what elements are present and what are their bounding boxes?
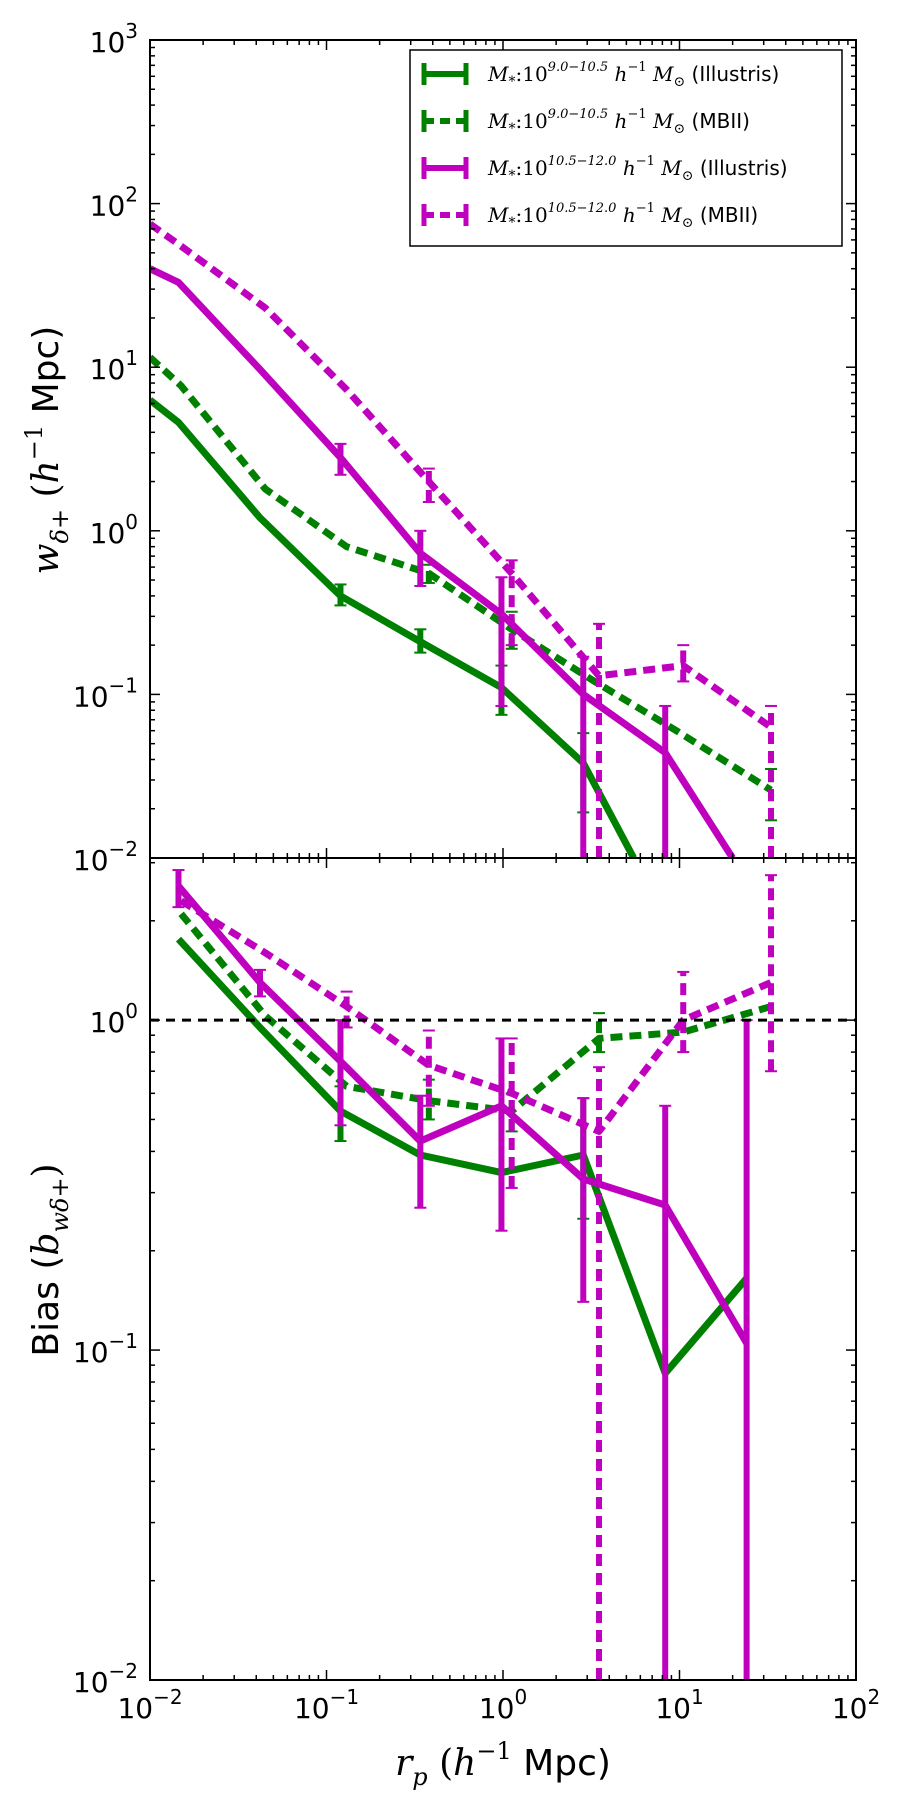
xtick-label: 10−1 (294, 1685, 359, 1725)
bottom-series-3-line (179, 897, 773, 1135)
top-ytick-label: 102 (90, 183, 138, 223)
top-series-3-line (150, 221, 774, 731)
top-series-2 (150, 265, 736, 858)
top-series-1-line (150, 354, 773, 794)
bottom-series-0-line (175, 936, 750, 1377)
xtick-label: 10−2 (117, 1685, 182, 1725)
bottom-panel (150, 869, 856, 1680)
legend-label: M*:1010.5−12.0 h−1 M⊙ (Illustris) (487, 154, 788, 184)
top-ytick-label: 10−1 (73, 673, 138, 713)
xtick-label: 100 (479, 1685, 527, 1725)
x-axis-title: rp (h−1 Mpc) (395, 1737, 611, 1791)
top-series-0-line (150, 397, 637, 858)
top-series-2-line (150, 265, 736, 858)
bottom-ytick-label: 10−2 (73, 1659, 138, 1699)
top-ytick-label: 100 (90, 510, 138, 550)
bottom-series-3 (179, 874, 778, 1680)
top-ytick-label: 10−2 (73, 837, 138, 877)
legend-entry: M*:109.0−10.5 h−1 M⊙ (Illustris) (421, 60, 779, 90)
bottom-series-2 (172, 869, 753, 1680)
legend-entry: M*:1010.5−12.0 h−1 M⊙ (MBII) (421, 201, 758, 231)
top-ytick-label: 103 (90, 19, 138, 59)
legend-entry: M*:109.0−10.5 h−1 M⊙ (MBII) (421, 107, 750, 137)
xtick-label: 102 (832, 1685, 880, 1725)
legend-label: M*:109.0−10.5 h−1 M⊙ (MBII) (487, 107, 750, 137)
legend-box (409, 49, 843, 247)
top-panel (150, 221, 778, 858)
bottom-series-2-line (175, 883, 750, 1345)
bottom-series-0 (175, 936, 750, 1377)
bottom-ytick-label: 100 (90, 999, 138, 1039)
top-series-3 (150, 221, 778, 858)
legend: M*:109.0−10.5 h−1 M⊙ (Illustris) M*:109.0… (409, 49, 843, 247)
legend-label: M*:1010.5−12.0 h−1 M⊙ (MBII) (487, 201, 758, 231)
legend-label: M*:109.0−10.5 h−1 M⊙ (Illustris) (487, 60, 779, 90)
bottom-y-axis-title: Bias (bwδ+) (26, 1163, 74, 1356)
top-y-axis-title: wδ+ (h−1 Mpc) (20, 326, 74, 575)
legend-entry: M*:1010.5−12.0 h−1 M⊙ (Illustris) (421, 154, 788, 184)
top-ytick-label: 101 (90, 346, 138, 386)
xtick-label: 101 (655, 1685, 703, 1725)
bottom-ytick-label: 10−1 (73, 1329, 138, 1369)
